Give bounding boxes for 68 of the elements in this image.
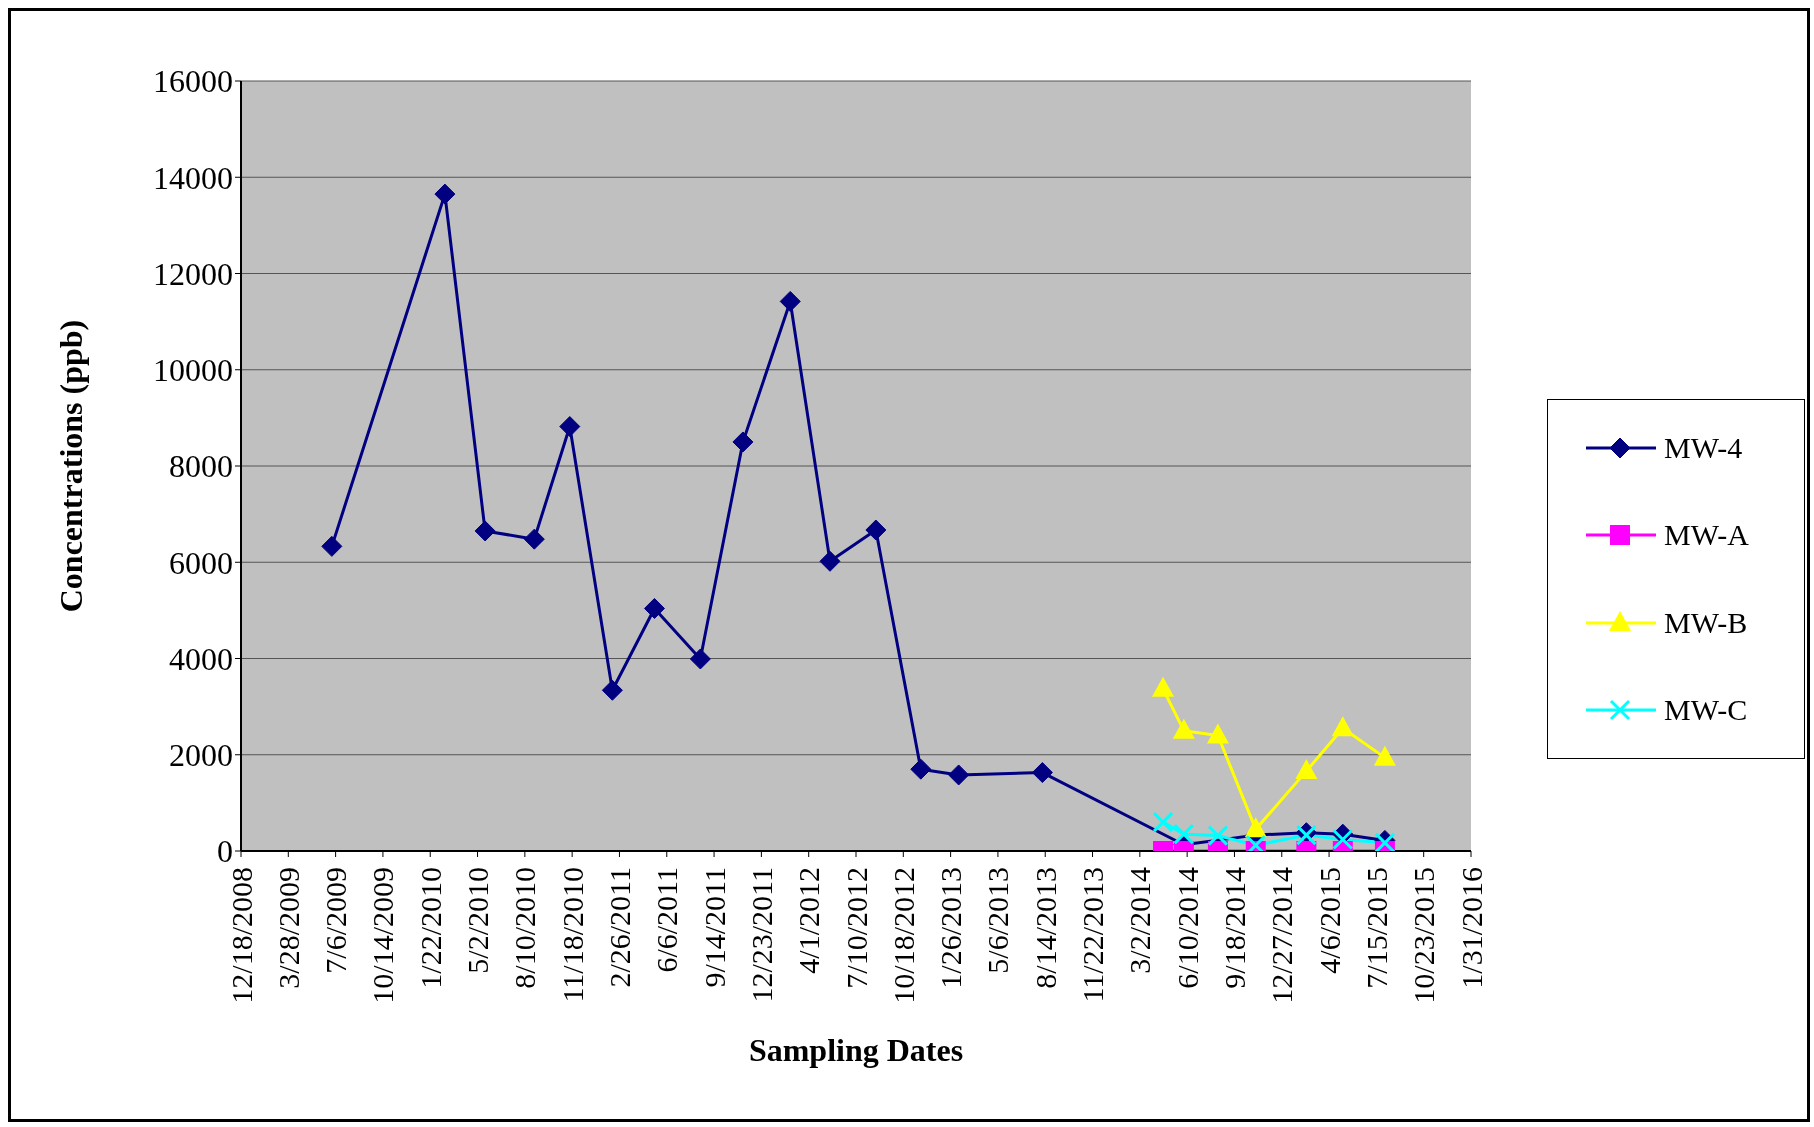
x-tick-label: 12/18/2008 bbox=[224, 867, 258, 1004]
x-tick-label: 10/14/2009 bbox=[366, 867, 400, 1004]
x-tick-label: 2/26/2011 bbox=[602, 867, 636, 988]
y-tick-label: 14000 bbox=[153, 159, 233, 196]
x-axis-title: Sampling Dates bbox=[748, 1032, 964, 1068]
point bbox=[1173, 823, 1195, 845]
y-tick-label: 12000 bbox=[153, 255, 233, 292]
x-tick-label: 1/22/2010 bbox=[413, 867, 447, 989]
point bbox=[865, 519, 887, 541]
x-tick-label: 8/10/2010 bbox=[508, 867, 542, 989]
point bbox=[559, 416, 581, 438]
point bbox=[1373, 745, 1396, 766]
point bbox=[1206, 723, 1229, 744]
point bbox=[321, 535, 343, 557]
x-tick-label: 12/23/2011 bbox=[744, 867, 778, 1003]
point bbox=[819, 550, 841, 572]
y-axis-title: Concentrations (ppb) bbox=[53, 319, 90, 613]
point bbox=[1152, 811, 1174, 833]
point bbox=[689, 648, 711, 670]
y-tick-label: 4000 bbox=[169, 640, 233, 677]
x-tick-label: 3/2/2014 bbox=[1123, 867, 1157, 974]
y-tick-label: 8000 bbox=[169, 448, 233, 485]
point bbox=[523, 528, 545, 550]
point bbox=[1207, 825, 1229, 847]
x-tick-label: 9/14/2011 bbox=[697, 867, 731, 988]
point bbox=[1244, 817, 1267, 838]
x-tick-label: 4/6/2015 bbox=[1312, 867, 1346, 974]
x-tick-label: 5/6/2013 bbox=[981, 867, 1015, 974]
x-tick-label: 10/23/2015 bbox=[1407, 867, 1441, 1004]
point bbox=[1152, 676, 1175, 697]
x-tick-label: 6/10/2014 bbox=[1170, 867, 1204, 989]
legend-label: MW-A bbox=[1664, 518, 1749, 553]
x-tick-label: 5/2/2010 bbox=[461, 867, 495, 974]
point bbox=[601, 679, 623, 701]
x-tick-label: 4/1/2012 bbox=[792, 867, 826, 974]
y-tick-label: 16000 bbox=[153, 63, 233, 100]
point bbox=[732, 431, 754, 453]
x-tick-label: 11/22/2013 bbox=[1076, 867, 1110, 1003]
x-tick-label: 12/27/2014 bbox=[1265, 867, 1299, 1004]
x-tick-label: 9/18/2014 bbox=[1217, 867, 1251, 989]
x-tick-label: 7/6/2009 bbox=[319, 867, 353, 974]
point bbox=[474, 520, 496, 542]
x-tick-label: 7/15/2015 bbox=[1359, 867, 1393, 989]
y-tick-label: 2000 bbox=[169, 737, 233, 774]
point bbox=[1295, 759, 1318, 780]
x-tick-label: 3/28/2009 bbox=[271, 867, 305, 989]
point bbox=[643, 597, 665, 619]
y-tick-label: 0 bbox=[217, 833, 233, 870]
legend-label: MW-C bbox=[1664, 693, 1748, 728]
point bbox=[1031, 762, 1053, 784]
x-tick-label: 1/26/2013 bbox=[934, 867, 968, 989]
point bbox=[910, 758, 932, 780]
point bbox=[1332, 828, 1354, 850]
point bbox=[1331, 716, 1354, 737]
x-tick-label: 7/10/2012 bbox=[839, 867, 873, 989]
legend-label: MW-B bbox=[1664, 605, 1748, 640]
point bbox=[779, 290, 801, 312]
x-tick-label: 11/18/2010 bbox=[555, 867, 589, 1003]
y-tick-label: 10000 bbox=[153, 352, 233, 389]
legend-label: MW-4 bbox=[1664, 430, 1743, 465]
x-tick-label: 8/14/2013 bbox=[1028, 867, 1062, 989]
x-tick-label: 6/6/2011 bbox=[650, 867, 684, 973]
x-tick-label: 1/31/2016 bbox=[1454, 867, 1488, 989]
point bbox=[434, 183, 456, 205]
point bbox=[948, 764, 970, 786]
point bbox=[1172, 718, 1195, 739]
y-tick-label: 6000 bbox=[169, 544, 233, 581]
x-tick-label: 10/18/2012 bbox=[886, 867, 920, 1004]
